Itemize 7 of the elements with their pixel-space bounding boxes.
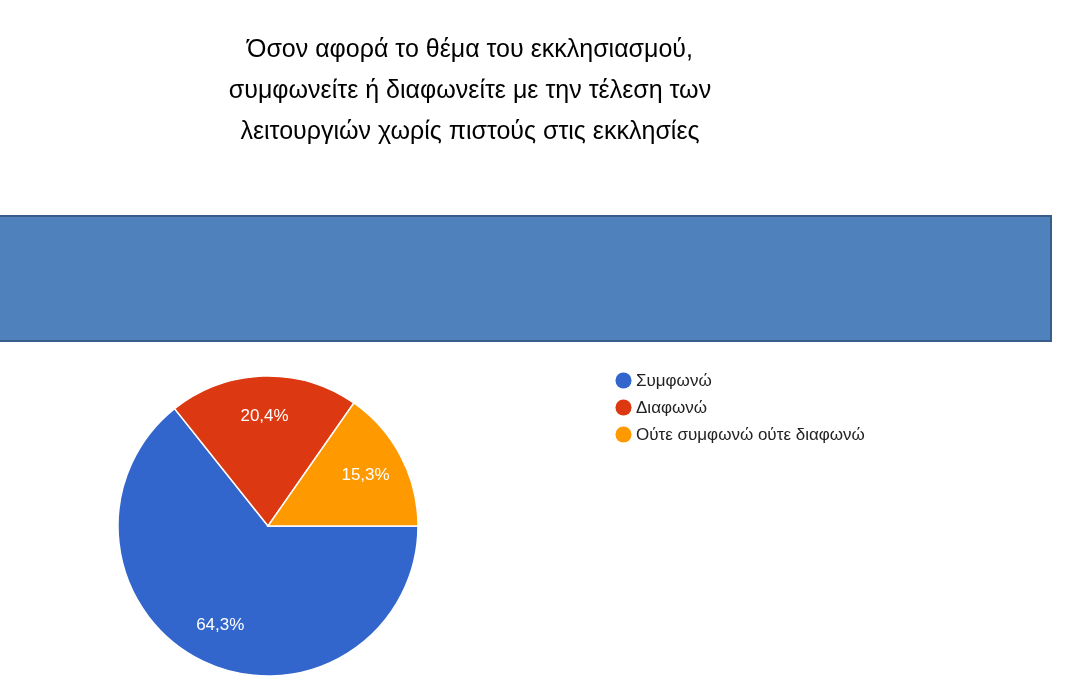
data-label: 20,4%	[240, 406, 289, 426]
data-label: 64,3%	[196, 615, 245, 635]
legend-label: Διαφωνώ	[636, 397, 708, 417]
legend-label: Ούτε συμφωνώ ούτε διαφωνώ	[636, 424, 865, 444]
legend-label: Συμφωνώ	[636, 370, 712, 390]
chart-title: Όσον αφορά το θέμα του εκκλησιασμού, συμφωνείτε ή διαφωνείτε με την τέλεση των λειτουργιών χωρίς πιστούς στις εκκλησίες	[227, 33, 713, 146]
data-label: 15,3%	[341, 465, 390, 485]
